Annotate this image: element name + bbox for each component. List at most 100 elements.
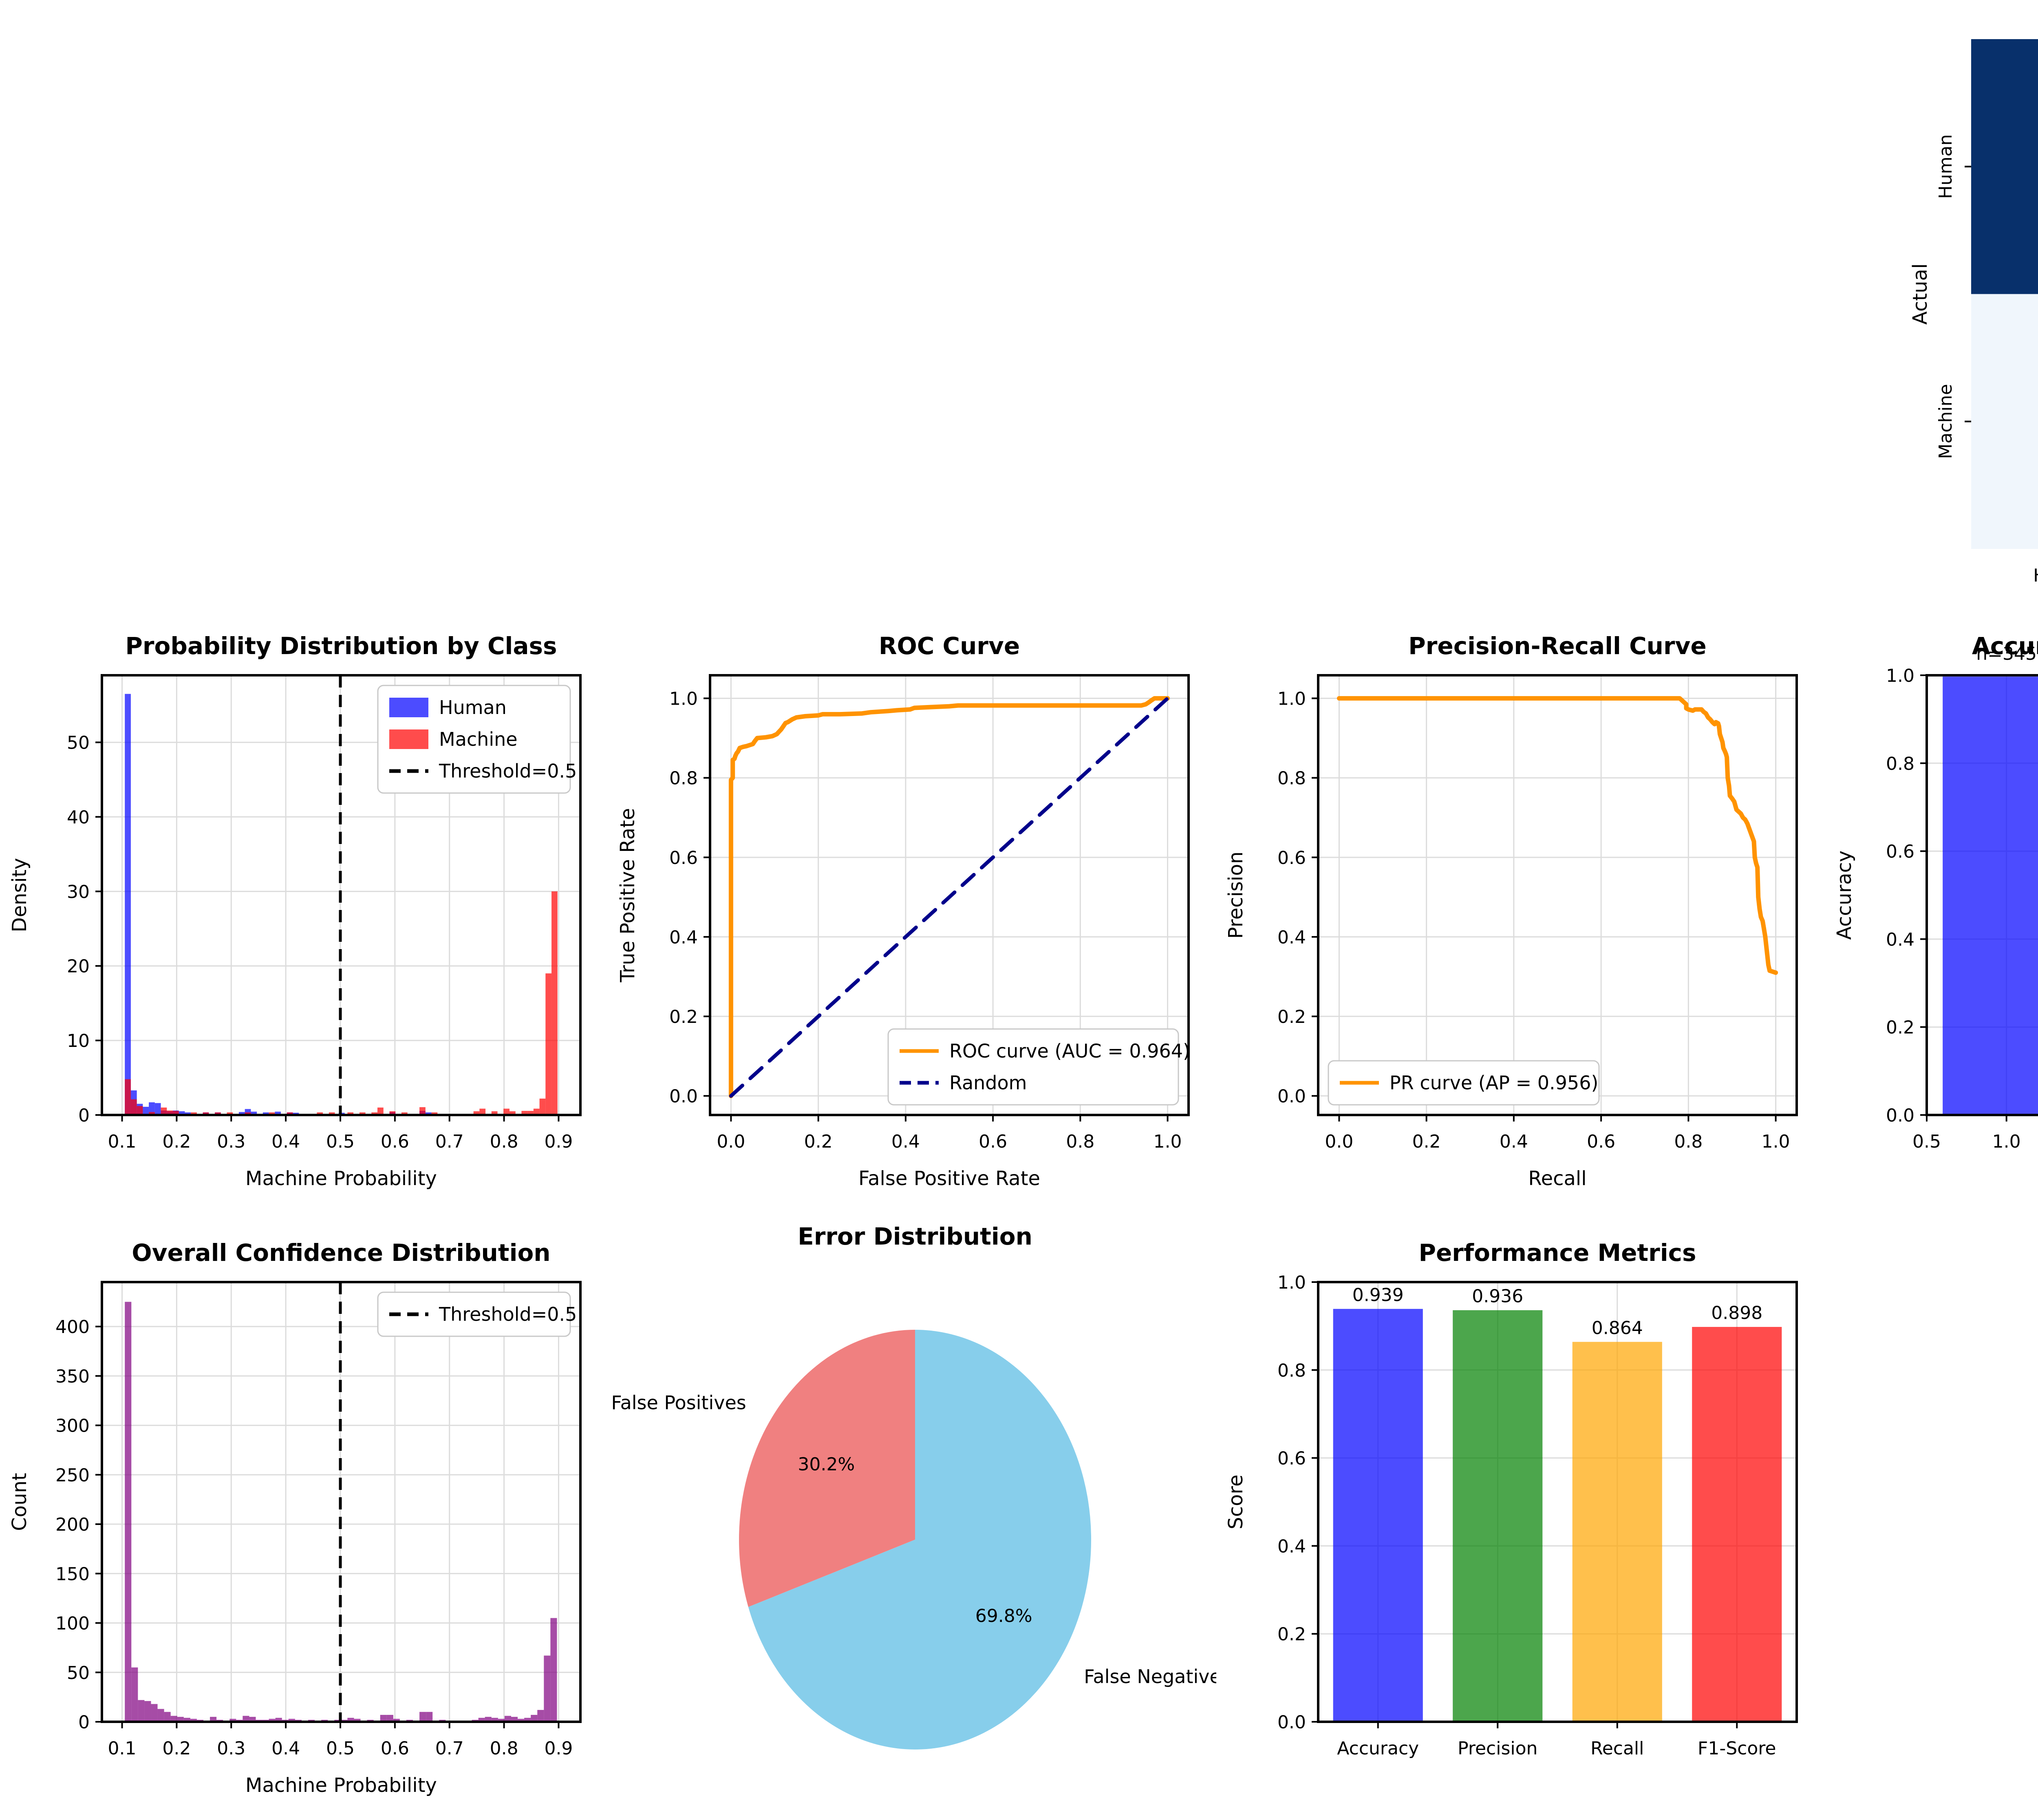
hist-bar <box>288 1719 295 1722</box>
roc-curve-chart-series-1 <box>729 696 1170 1098</box>
hist-bar <box>359 1112 366 1115</box>
chart-title: Error Distribution <box>798 1223 1032 1250</box>
svg-text:Machine: Machine <box>1935 384 1956 459</box>
bar <box>1572 1342 1662 1722</box>
value-label: 0.936 <box>1472 1286 1523 1307</box>
hist-bar <box>177 1716 184 1722</box>
precision-recall-chart-plot-area: 0.0 0.2 0.4 0.6 0.8 1.0 0.0 0.2 0.4 0.6 0.8 1.0 <box>1277 674 1798 1152</box>
axes-spines <box>1926 674 2038 1116</box>
svg-text:0.4: 0.4 <box>1500 1131 1528 1152</box>
confidence-distribution-chart-plot-area: 0.1 0.2 0.3 0.4 0.5 0.6 0.7 0.8 0.9 0 50 100 150 200 2… <box>55 1281 582 1759</box>
confusion-matrix-chart: Confusion Matrix4771330190HumanMachineHu… <box>1909 39 2038 586</box>
legend-label: Threshold=0.5 <box>439 760 577 782</box>
svg-text:0.7: 0.7 <box>435 1738 464 1759</box>
hist-bar <box>509 1111 516 1115</box>
hist-bar <box>485 1716 492 1722</box>
svg-text:400: 400 <box>55 1317 90 1337</box>
accuracy-by-utterance-chart-plot-area: 0.51.01.52.02.53.03.50.00.20.40.60.81.0 <box>1886 665 2038 1152</box>
pie-slice-label: False Positives <box>611 1392 746 1414</box>
hist-bar <box>491 1111 498 1115</box>
legend: Human Machine Threshold=0.5 <box>377 685 577 794</box>
svg-text:0.2: 0.2 <box>804 1131 833 1152</box>
chart-title: Probability Distribution by Class <box>125 632 557 660</box>
svg-text:0.2: 0.2 <box>1886 1017 1914 1038</box>
svg-text:300: 300 <box>55 1416 90 1437</box>
svg-text:0.8: 0.8 <box>669 768 698 789</box>
hist-bar <box>179 1111 185 1115</box>
accuracy-by-utterance-panel: 0.51.01.52.02.53.03.50.00.20.40.60.81.0A… <box>1825 607 2038 1214</box>
svg-text:0.9: 0.9 <box>544 1738 573 1759</box>
hist-bar <box>545 973 552 1115</box>
hist-bar <box>347 1718 354 1722</box>
axes-spines <box>1317 1281 1798 1723</box>
svg-text:0.0: 0.0 <box>717 1131 745 1152</box>
svg-text:0.2: 0.2 <box>162 1738 191 1759</box>
hist-bar <box>157 1709 164 1722</box>
svg-text:0.6: 0.6 <box>381 1131 409 1152</box>
svg-text:0.2: 0.2 <box>1277 1007 1306 1027</box>
svg-text:0.5: 0.5 <box>326 1738 355 1759</box>
precision-recall-chart-series-0 <box>1337 696 1778 975</box>
hist-bar <box>377 1107 384 1115</box>
accuracy-by-utterance-chart: 0.51.01.52.02.53.03.50.00.20.40.60.81.0A… <box>1833 632 2038 1152</box>
roc-curve-panel: 0.0 0.2 0.4 0.6 0.8 1.0 0.0 0.2 0.4 0.6 0.8 1.0 ROC … <box>608 607 1216 1214</box>
x-axis-label: Machine Probability <box>245 1774 437 1797</box>
curve <box>729 696 1170 1098</box>
svg-text:0.0: 0.0 <box>1325 1131 1353 1152</box>
chart-title: Precision-Recall Curve <box>1408 632 1706 660</box>
hist-bar <box>521 1111 528 1115</box>
tick-labels: 0.1 0.2 0.3 0.4 0.5 0.6 0.7 0.8 0.9 0 50 100 150 200 2… <box>55 1317 573 1759</box>
svg-text:50: 50 <box>67 1663 90 1683</box>
hist-bar <box>138 1700 145 1722</box>
hist-bar <box>131 1667 138 1722</box>
matrix-cell <box>1971 39 2038 294</box>
hist-bar <box>130 1099 137 1115</box>
hist-bar <box>371 1112 378 1115</box>
svg-text:1.0: 1.0 <box>1886 665 1914 686</box>
axes-spines <box>1317 674 1798 1116</box>
probability-distribution-chart-series-1 <box>125 891 558 1115</box>
precision-recall-panel: 0.0 0.2 0.4 0.6 0.8 1.0 0.0 0.2 0.4 0.6 0.8 1.0 Prec… <box>1216 607 1824 1214</box>
probability-distribution-chart-plot-area: 0.1 0.2 0.3 0.4 0.5 0.6 0.7 0.8 0.9 0 10 20 30 40 50 <box>67 674 582 1152</box>
hist-bar <box>550 1618 557 1722</box>
hist-bar <box>161 1107 167 1115</box>
hist-bar <box>154 1103 161 1115</box>
y-axis-label: Density <box>8 858 31 932</box>
axes-spines <box>101 1281 582 1723</box>
roc-curve-chart: 0.0 0.2 0.4 0.6 0.8 1.0 0.0 0.2 0.4 0.6 0.8 1.0 ROC … <box>616 632 1190 1190</box>
legend-label: Random <box>949 1072 1027 1094</box>
svg-text:0.1: 0.1 <box>108 1131 137 1152</box>
hist-bar <box>243 1716 249 1722</box>
legend-label: Human <box>439 696 507 718</box>
matrix-cell <box>1971 294 2038 549</box>
svg-text:0.6: 0.6 <box>381 1738 409 1759</box>
hist-bar <box>511 1716 518 1722</box>
hist-bar <box>183 1718 190 1722</box>
hist-bar <box>287 1112 293 1115</box>
hist-bar <box>125 1302 132 1722</box>
y-axis-label: Accuracy <box>1833 851 1856 940</box>
hist-bar <box>533 1108 540 1115</box>
y-axis-label: Precision <box>1224 851 1247 939</box>
svg-text:0: 0 <box>78 1105 90 1126</box>
hist-bar <box>317 1112 323 1115</box>
hist-bar <box>386 1715 393 1722</box>
svg-text:350: 350 <box>55 1366 90 1387</box>
svg-text:0.2: 0.2 <box>162 1131 191 1152</box>
curve <box>1337 696 1778 975</box>
svg-text:0.6: 0.6 <box>1277 1448 1306 1469</box>
svg-text:0.4: 0.4 <box>1277 927 1306 948</box>
value-label: 0.939 <box>1352 1285 1404 1305</box>
bar <box>1453 1310 1543 1722</box>
svg-text:Accuracy: Accuracy <box>1337 1738 1419 1759</box>
curve <box>728 696 1170 1098</box>
y-axis-label: Actual <box>1909 263 1932 324</box>
bar <box>1333 1309 1423 1722</box>
svg-text:0.0: 0.0 <box>1277 1712 1306 1733</box>
svg-text:0.5: 0.5 <box>326 1131 355 1152</box>
svg-text:0.2: 0.2 <box>1277 1624 1306 1645</box>
hist-bar <box>125 694 131 1115</box>
performance-metrics-chart-series-0 <box>1333 1309 1782 1722</box>
svg-text:0.8: 0.8 <box>1886 754 1914 774</box>
bar <box>1943 676 2038 1115</box>
